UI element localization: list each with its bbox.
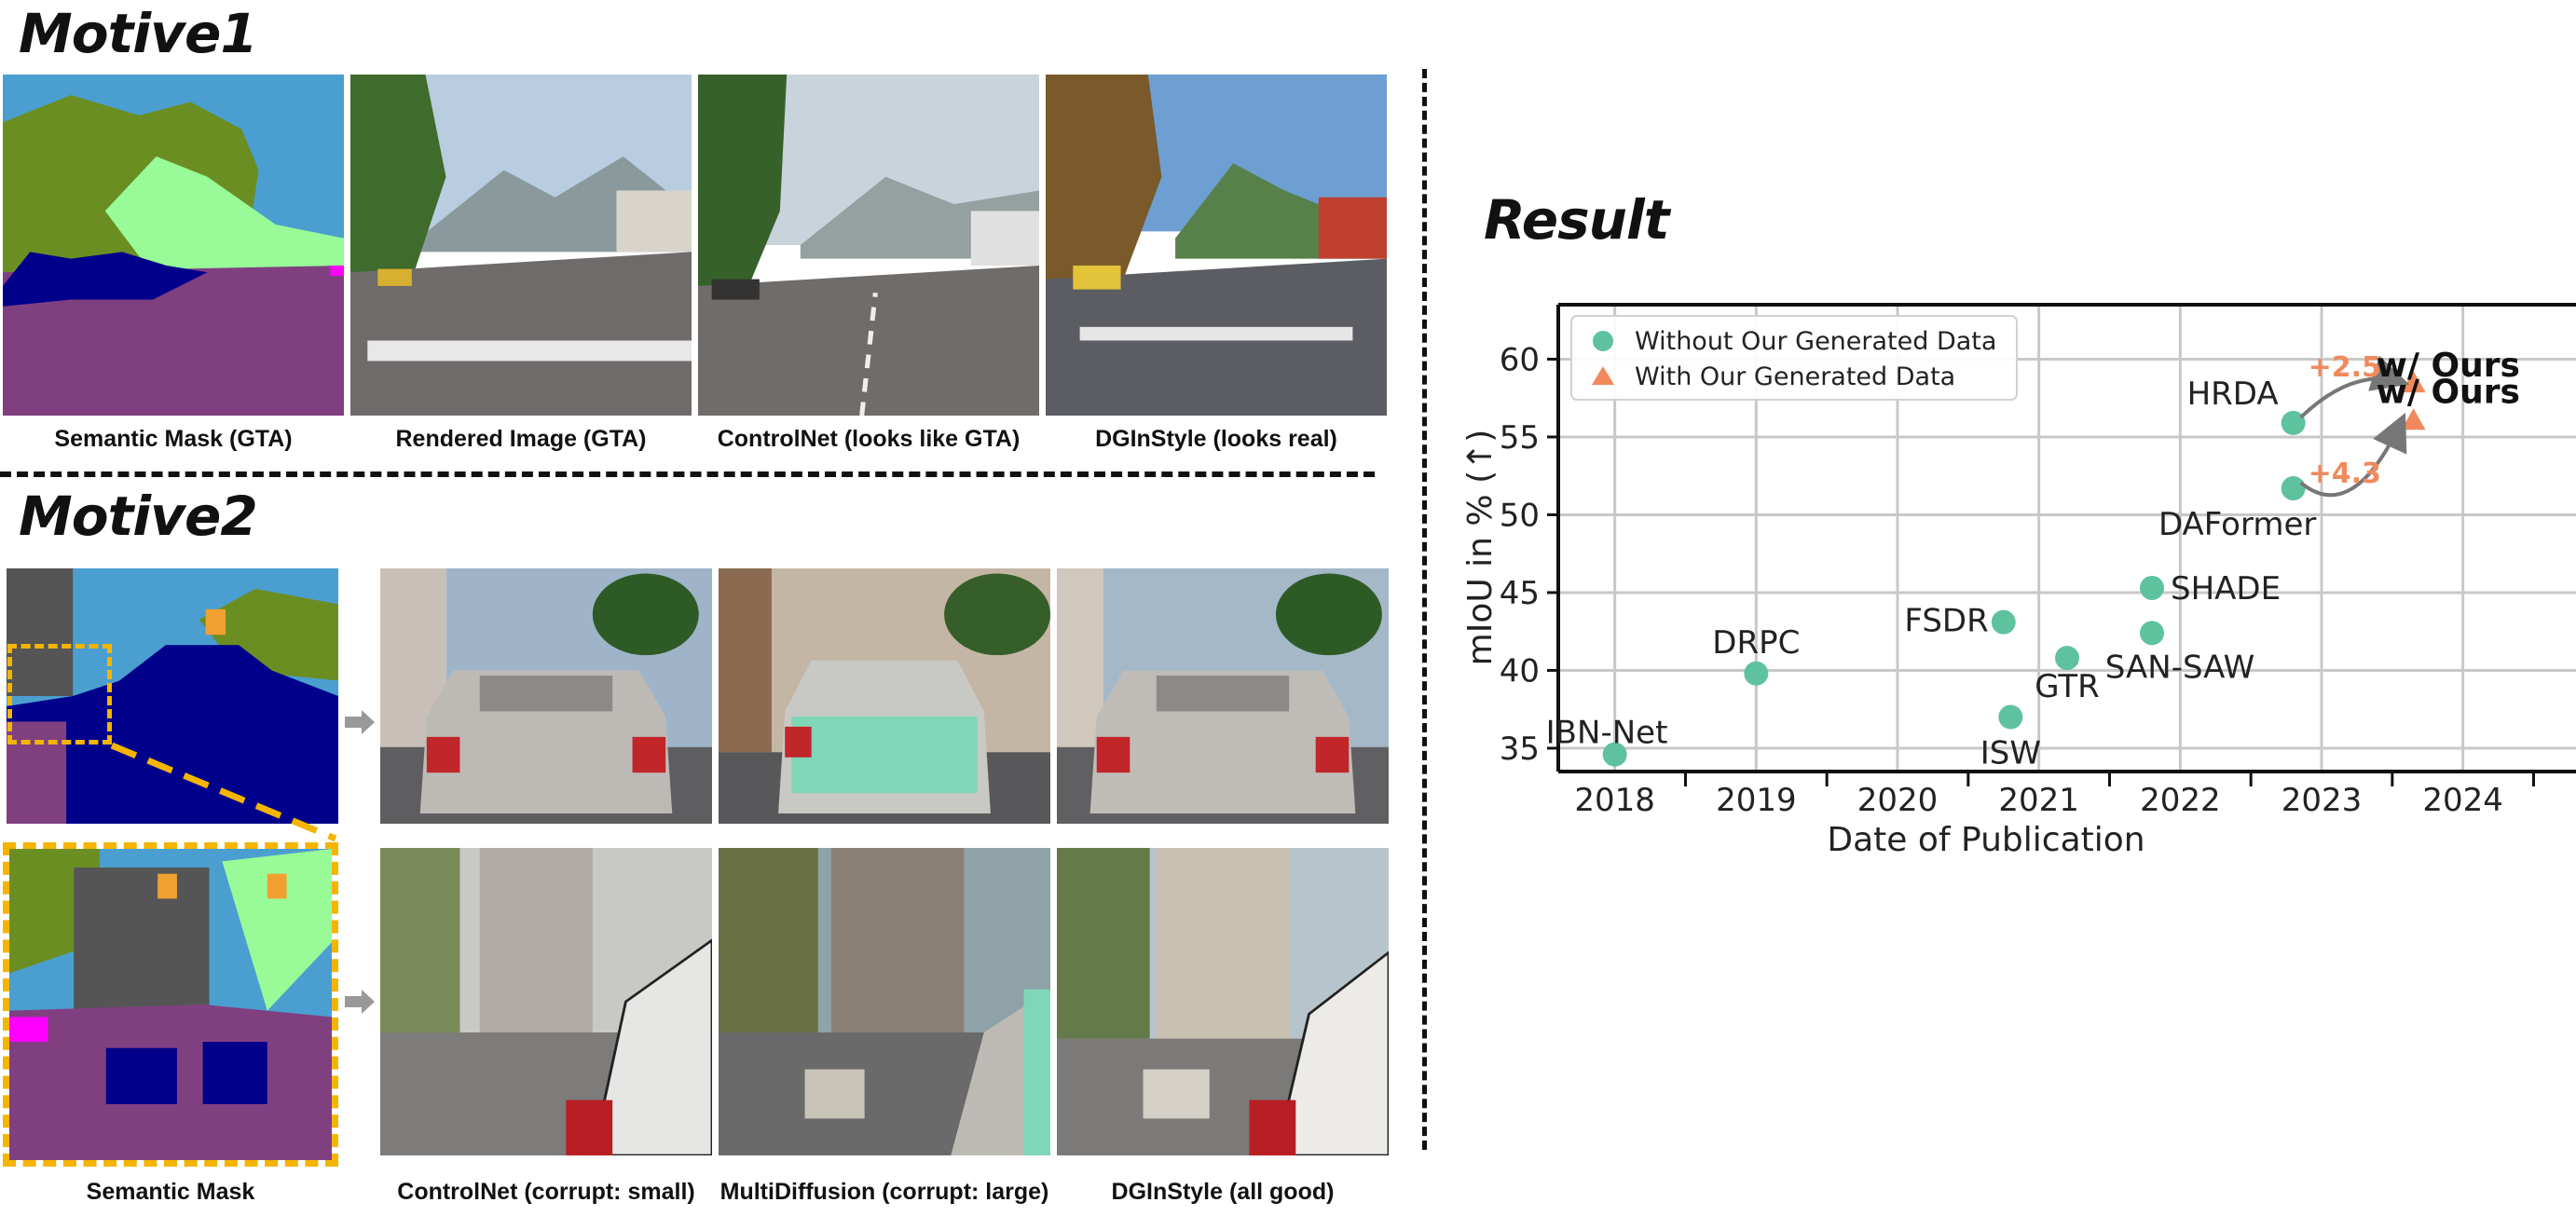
- dginstyle-small-car-image: [1057, 568, 1389, 824]
- caption-dginstyle-all-good: DGInStyle (all good): [1111, 1179, 1335, 1205]
- caption-multidiffusion-large: MultiDiffusion (corrupt: large): [719, 1179, 1049, 1205]
- y-axis-label: mIoU in % (↑): [1461, 430, 1500, 666]
- motive2-heading: Motive2: [19, 485, 258, 548]
- dginstyle-large-car-image: [1057, 848, 1389, 1155]
- y-tick-label: 35: [1500, 731, 1540, 768]
- x-tick-label: 2019: [1716, 782, 1797, 819]
- gain-label: +4.3: [2309, 458, 2381, 490]
- caption-rendered-image-gta: Rendered Image (GTA): [395, 426, 647, 452]
- x-tick-label: 2018: [1574, 782, 1655, 819]
- motive1-heading: Motive1: [19, 2, 258, 65]
- motive2-zoomed-mask-image: [3, 842, 338, 1167]
- y-tick-label: 45: [1500, 575, 1540, 612]
- point-label: SAN-SAW: [2105, 649, 2254, 686]
- controlnet-small-car-image: [380, 568, 712, 824]
- arrow-right-icon: [345, 710, 375, 734]
- y-tick-label: 55: [1500, 419, 1540, 457]
- point-without: [2281, 476, 2306, 501]
- multidiffusion-small-car-image: [719, 568, 1050, 824]
- legend-label-without: Without Our Generated Data: [1635, 327, 1996, 356]
- improvement-arrow: [2299, 412, 2407, 498]
- y-tick-label: 40: [1500, 652, 1540, 690]
- point-without: [1991, 609, 2016, 635]
- point-label: HRDA: [2187, 376, 2279, 413]
- improvement-arrow: [2299, 355, 2410, 419]
- motive-divider: [0, 471, 1375, 477]
- zoom-connector-lines: [110, 742, 337, 842]
- x-axis-label: Date of Publication: [1827, 821, 2144, 859]
- point-label: DRPC: [1712, 624, 1800, 662]
- motive1-rendered-image: [350, 75, 692, 416]
- point-with: [2401, 408, 2426, 430]
- point-without: [2281, 410, 2306, 435]
- point-without: [1602, 742, 1627, 767]
- caption-controlnet-small: ControlNet (corrupt: small): [397, 1179, 695, 1205]
- point-label: FSDR: [1904, 603, 1988, 640]
- motive2-semantic-mask-image: [7, 568, 338, 824]
- x-tick-label: 2023: [2281, 782, 2363, 819]
- x-tick-label: 2020: [1857, 782, 1939, 819]
- motive1-controlnet-image: [698, 75, 1039, 416]
- motive1-semantic-mask-image: [3, 75, 344, 416]
- point-label: GTR: [2035, 668, 2100, 705]
- caption-dginstyle-real: DGInStyle (looks real): [1095, 426, 1337, 452]
- arrow-right-icon: [345, 990, 375, 1014]
- with-ours-label: w/ Ours: [2377, 373, 2520, 411]
- point-label: DAFormer: [2158, 506, 2316, 543]
- controlnet-large-car-image: [380, 848, 712, 1155]
- point-without: [2140, 575, 2164, 600]
- legend-box: [1570, 315, 2018, 401]
- multidiffusion-large-car-image: [719, 848, 1050, 1155]
- legend-marker-with: [1592, 366, 1614, 385]
- gain-label: +2.5: [2309, 351, 2381, 384]
- chart-legend: Without Our Generated Data With Our Gener…: [1570, 315, 2018, 401]
- with-ours-label: w/ Ours: [2377, 347, 2520, 385]
- caption-semantic-mask: Semantic Mask: [86, 1179, 255, 1205]
- caption-controlnet-gta: ControlNet (looks like GTA): [717, 426, 1021, 452]
- x-tick-label: 2021: [1998, 782, 2079, 819]
- x-tick-label: 2022: [2140, 782, 2221, 819]
- y-tick-label: 60: [1500, 341, 1540, 378]
- zoom-highlight-box: [7, 644, 112, 745]
- y-tick-label: 50: [1500, 497, 1540, 534]
- point-without: [1998, 704, 2023, 730]
- point-label: IBN-Net: [1546, 715, 1668, 752]
- result-divider: [1422, 69, 1427, 1150]
- motive1-dginstyle-image: [1046, 75, 1387, 416]
- legend-label-with: With Our Generated Data: [1635, 362, 1955, 391]
- point-label: ISW: [1980, 735, 2041, 772]
- point-without: [2140, 621, 2164, 646]
- result-heading: Result: [1484, 188, 1670, 252]
- point-without: [1744, 661, 1769, 686]
- legend-marker-without: [1593, 331, 1613, 351]
- point-without: [2055, 646, 2079, 671]
- caption-semantic-mask-gta: Semantic Mask (GTA): [54, 426, 293, 452]
- x-tick-label: 2024: [2422, 782, 2503, 819]
- point-label: SHADE: [2171, 570, 2281, 608]
- miou-chart: 2018 2019 2020 2021 2022 2023 2024 35 40 45 50 55 60…: [1461, 303, 2576, 859]
